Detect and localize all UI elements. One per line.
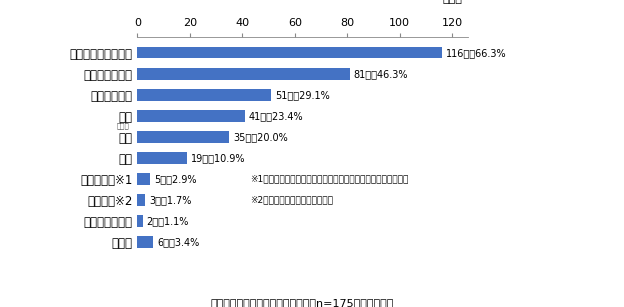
Text: 41人、23.4%: 41人、23.4%: [249, 111, 303, 121]
Text: 51人、29.1%: 51人、29.1%: [275, 90, 330, 100]
Text: ※1：聞こえが悪くなった、自分の声が響くようになった、など: ※1：聞こえが悪くなった、自分の声が響くようになった、など: [250, 174, 409, 183]
Text: 116人、66.3%: 116人、66.3%: [446, 48, 506, 58]
Bar: [137, 110, 245, 122]
Bar: [137, 236, 153, 248]
Text: 6人、3.4%: 6人、3.4%: [157, 237, 199, 247]
Text: ※2：蕁麻疹、発赤、肌荒れなど: ※2：蕁麻疹、発赤、肌荒れなど: [250, 196, 333, 204]
Bar: [137, 47, 442, 58]
Bar: [137, 173, 150, 185]
Text: 81人、46.3%: 81人、46.3%: [354, 69, 408, 79]
Bar: [137, 152, 187, 164]
Bar: [137, 131, 229, 143]
Text: 図６．体調が悪くなった時の症状（n=175。複数回答）: 図６．体調が悪くなった時の症状（n=175。複数回答）: [211, 298, 394, 307]
Text: どうき: どうき: [117, 122, 129, 129]
Text: 19人、10.9%: 19人、10.9%: [191, 153, 246, 163]
Bar: [137, 68, 350, 80]
Text: 5人、2.9%: 5人、2.9%: [154, 174, 197, 184]
Text: 3人、1.7%: 3人、1.7%: [149, 195, 192, 205]
Text: ［人］: ［人］: [442, 0, 462, 4]
Bar: [137, 194, 145, 206]
Bar: [137, 215, 142, 227]
Text: 2人、1.1%: 2人、1.1%: [147, 216, 189, 226]
Bar: [137, 89, 271, 101]
Text: 35人、20.0%: 35人、20.0%: [233, 132, 288, 142]
